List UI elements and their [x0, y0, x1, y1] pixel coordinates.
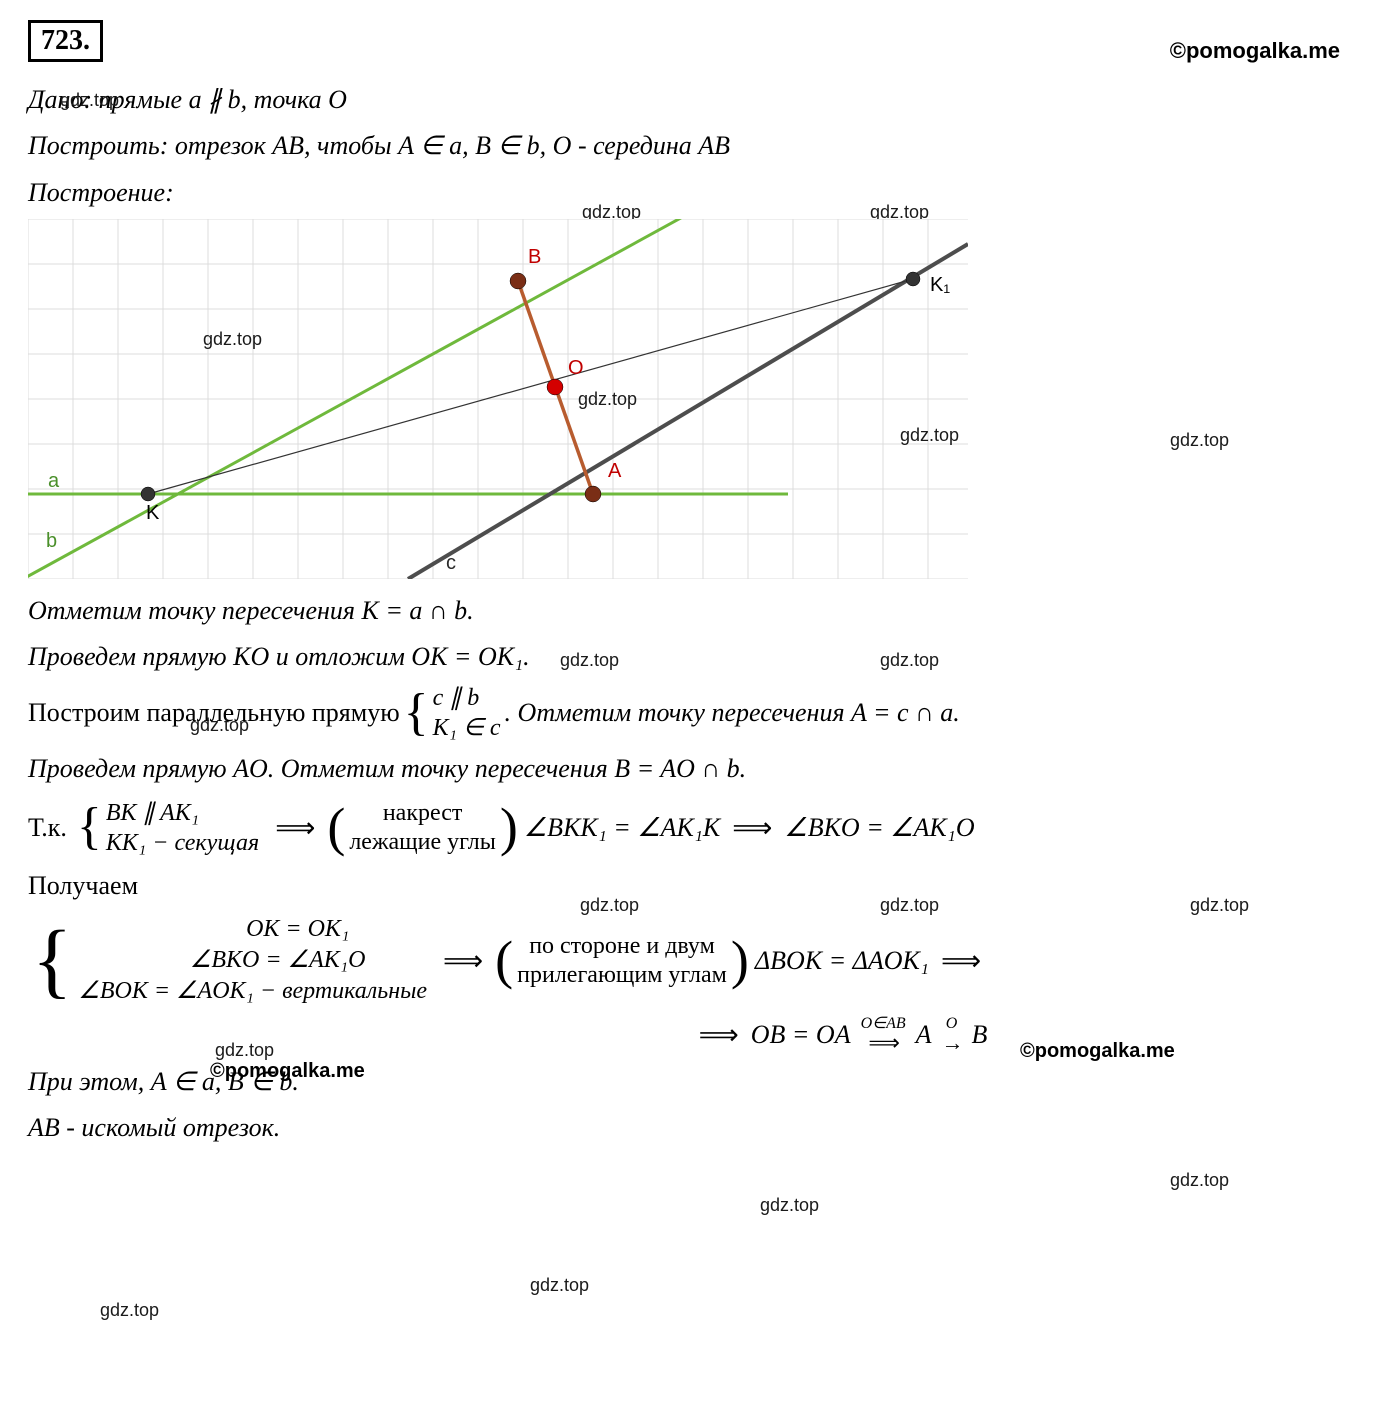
- left-brace-big: {: [32, 929, 72, 992]
- proof-line-2: { OK = OK₁ ∠BKO = ∠AK₁O ∠BOK = ∠AOK₁ − в…: [28, 914, 1372, 1008]
- step-2: Проведем прямую KO и отложим OK = OK₁.: [28, 637, 1372, 677]
- bk1: BK ∥ AK₁: [106, 798, 259, 828]
- watermark: gdz.top: [580, 895, 639, 916]
- watermark: gdz.top: [880, 650, 939, 671]
- svg-text:O: O: [568, 357, 584, 379]
- step1-text: Отметим точку пересечения K = a ∩ b.: [28, 596, 474, 625]
- copyright-2: ©pomogalka.me: [210, 1060, 365, 1083]
- step3c: . Отметим точку пересечения A = c ∩ a.: [505, 693, 960, 733]
- left-brace: {: [77, 804, 102, 851]
- construct-line: Построить: отрезок AB, чтобы A ∈ a, B ∈ …: [28, 126, 1372, 166]
- step3b1: c ∥ b: [433, 683, 501, 713]
- proof-line-1: Т.к. { BK ∥ AK₁ KK₁ − секущая ⟹ ( накрес…: [28, 798, 1372, 858]
- watermark: gdz.top: [900, 425, 959, 446]
- step2-text: Проведем прямую KO и отложим OK = OK₁.: [28, 642, 530, 671]
- poluchaem: Получаем: [28, 866, 1372, 906]
- implies-arrow: ⟹: [437, 944, 489, 978]
- paren-alt-angles: ( накрест лежащие углы ): [327, 799, 518, 857]
- construction-label: Построение:: [28, 173, 1372, 213]
- watermark: gdz.top: [190, 715, 249, 736]
- problem-number: 723.: [28, 20, 103, 62]
- given-text: : прямые a ∦ b, точка O: [83, 85, 346, 114]
- final-eq: OB = OA: [751, 1020, 851, 1050]
- answer-text: AB - искомый отрезок.: [28, 1113, 280, 1142]
- imp1: накрест: [349, 799, 496, 828]
- long-arrow-1: O∈AB ⟹: [861, 1016, 906, 1054]
- step4-text: Проведем прямую AO. Отметим точку пересе…: [28, 754, 746, 783]
- construct-text: : отрезок AB, чтобы A ∈ a, B ∈ b, O - се…: [160, 131, 730, 160]
- right-paren: ): [500, 805, 518, 851]
- watermark: gdz.top: [1170, 430, 1229, 451]
- step-1: Отметим точку пересечения K = a ∩ b.: [28, 591, 1372, 631]
- watermark: gdz.top: [100, 1300, 159, 1321]
- construct-label: Построить: [28, 131, 160, 160]
- answer: AB - искомый отрезок.: [28, 1108, 1372, 1148]
- eq2: ∠BKO = ∠AK₁O: [784, 813, 974, 843]
- implies-arrow: ⟹: [693, 1018, 745, 1052]
- watermark: gdz.top: [578, 389, 637, 410]
- svg-text:B: B: [528, 246, 541, 268]
- paren-reason: ( по стороне и двум прилегающим углам ): [495, 932, 749, 990]
- copyright-top: ©pomogalka.me: [1170, 38, 1340, 64]
- geometry-diagram: K B O A K₁ a b c gdz.top gdz.top: [28, 219, 968, 579]
- watermark: gdz.top: [203, 329, 262, 350]
- watermark: gdz.top: [60, 90, 119, 111]
- reason1: по стороне и двум: [517, 932, 727, 961]
- bk2: KK₁ − секущая: [106, 828, 259, 858]
- brace-conditions: { OK = OK₁ ∠BKO = ∠AK₁O ∠BOK = ∠AOK₁ − в…: [32, 914, 427, 1008]
- reason2: прилегающим углам: [517, 961, 727, 990]
- c1: OK = OK₁: [78, 914, 427, 945]
- watermark: gdz.top: [215, 1040, 274, 1061]
- imp2: лежащие углы: [349, 828, 496, 857]
- implies-arrow: ⟹: [269, 811, 321, 845]
- svg-text:b: b: [46, 530, 57, 552]
- long-arrow-2: O →: [942, 1016, 962, 1054]
- brace-c-parallel: { c ∥ b K₁ ∈ c: [404, 683, 501, 743]
- implies-arrow: ⟹: [935, 944, 987, 978]
- implies-arrow: ⟹: [726, 811, 778, 845]
- left-brace: {: [404, 690, 429, 737]
- diagram-svg: K B O A K₁ a b c: [28, 219, 968, 579]
- brace-bk: { BK ∥ AK₁ KK₁ − секущая: [77, 798, 259, 858]
- svg-text:A: A: [608, 460, 622, 482]
- mid1: A: [916, 1020, 932, 1050]
- svg-text:K: K: [146, 502, 160, 524]
- tk-label: Т.к.: [28, 813, 67, 843]
- watermark: gdz.top: [530, 1275, 589, 1296]
- step3b2: K₁ ∈ c: [433, 713, 501, 743]
- left-paren: (: [495, 938, 513, 984]
- right-paren: ): [731, 938, 749, 984]
- given-line: Дано: прямые a ∦ b, точка O: [28, 80, 1372, 120]
- watermark: gdz.top: [1190, 895, 1249, 916]
- c2: ∠BKO = ∠AK₁O: [78, 945, 427, 976]
- copyright-3: ©pomogalka.me: [1020, 1040, 1175, 1063]
- watermark: gdz.top: [1170, 1170, 1229, 1191]
- left-paren: (: [327, 805, 345, 851]
- step-4: Проведем прямую AO. Отметим точку пересе…: [28, 749, 1372, 789]
- svg-text:K₁: K₁: [930, 274, 950, 296]
- svg-text:c: c: [446, 552, 456, 574]
- watermark: gdz.top: [560, 650, 619, 671]
- eq1: ∠BKK₁ = ∠AK₁K: [524, 813, 720, 843]
- proof-line-3: ⟹ OB = OA O∈AB ⟹ A O → B: [308, 1016, 1372, 1054]
- svg-text:a: a: [48, 470, 60, 492]
- c3: ∠BOK = ∠AOK₁ − вертикальные: [78, 976, 427, 1007]
- mid2: B: [972, 1020, 988, 1050]
- tri-eq: ΔBOK = ΔAOK₁: [755, 946, 929, 976]
- watermark: gdz.top: [760, 1195, 819, 1216]
- watermark: gdz.top: [880, 895, 939, 916]
